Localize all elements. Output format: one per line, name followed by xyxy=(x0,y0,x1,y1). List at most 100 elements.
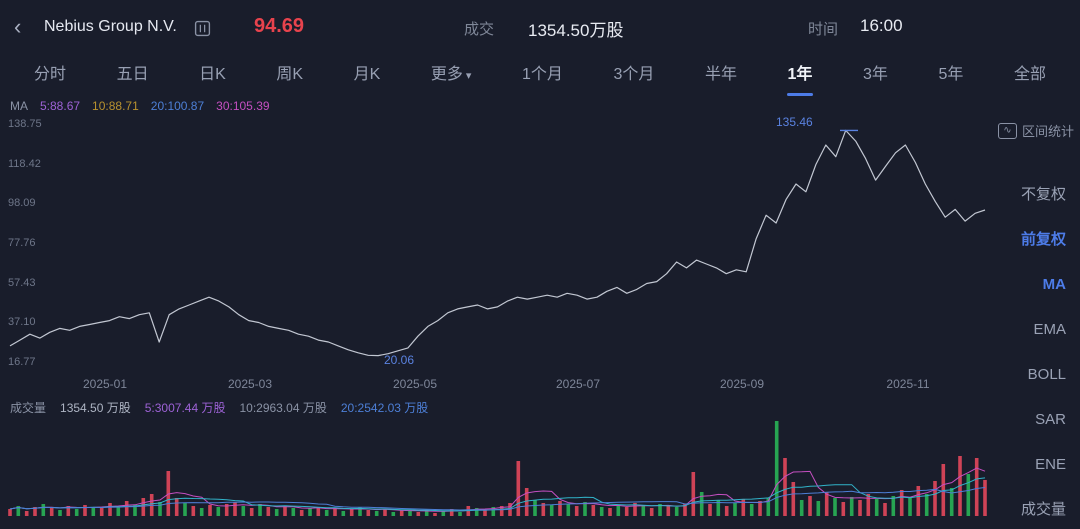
y-axis-label: 16.77 xyxy=(8,356,36,368)
volume-bar xyxy=(349,509,354,516)
volume-bar xyxy=(458,512,462,516)
volume-bar xyxy=(83,505,87,516)
volume-bar xyxy=(383,509,387,516)
sidebar-item-forward-adjust[interactable]: 前复权 xyxy=(1020,231,1066,248)
volume-bar xyxy=(241,506,246,516)
sidebar-item-ma[interactable]: MA xyxy=(1042,276,1066,293)
volume-bar xyxy=(174,498,179,516)
volume-bar xyxy=(108,503,112,516)
sidebar-item-ene[interactable]: ENE xyxy=(1035,456,1066,473)
range-statistics-icon: ∿ xyxy=(997,122,1017,139)
x-axis-label: 2025-03 xyxy=(227,377,273,391)
tab-more[interactable]: 更多 ▾ xyxy=(431,54,472,97)
sidebar-item-sar[interactable]: SAR xyxy=(1035,411,1066,428)
tab-minute[interactable]: 分时 xyxy=(34,66,67,83)
y-axis-label: 138.75 xyxy=(8,118,42,130)
ma10-value: 10:88.71 xyxy=(92,99,139,113)
volume-ma5-value: 5:3007.44 万股 xyxy=(144,401,226,415)
volume-chart[interactable] xyxy=(0,418,1080,529)
sidebar-item-ema[interactable]: EMA xyxy=(1033,321,1066,338)
ma30-value: 30:105.39 xyxy=(216,99,270,113)
tab-monthly-k[interactable]: 月K xyxy=(353,66,381,83)
volume-bar xyxy=(316,507,321,516)
volume-bar xyxy=(808,496,812,516)
x-axis-label: 2025-05 xyxy=(392,377,438,391)
tab-3month[interactable]: 3个月 xyxy=(613,66,655,83)
volume-bar xyxy=(558,501,562,516)
x-axis-label: 2025-01 xyxy=(82,377,128,391)
range-statistics-button[interactable]: ∿ 区间统计 xyxy=(997,121,1074,140)
tab-daily-k[interactable]: 日K xyxy=(199,66,226,83)
stock-title: Nebius Group N.V. xyxy=(44,18,177,35)
volume-bar xyxy=(833,498,837,516)
volume-bar xyxy=(183,503,187,516)
sidebar-item-no-adjust[interactable]: 不复权 xyxy=(1020,186,1066,203)
volume-bar xyxy=(699,492,704,516)
volume-bar xyxy=(516,461,521,516)
volume-bar xyxy=(841,502,846,516)
volume-bar xyxy=(424,510,429,516)
tab-5day[interactable]: 五日 xyxy=(116,66,149,83)
tab-all[interactable]: 全部 xyxy=(1013,66,1046,83)
tab-1year[interactable]: 1年 xyxy=(788,54,813,96)
volume-bar xyxy=(966,474,971,516)
volume-legend: 成交量 1354.50 万股 5:3007.44 万股 10:2963.04 万… xyxy=(10,399,428,416)
volume-bar xyxy=(908,498,912,516)
tab-3year[interactable]: 3年 xyxy=(863,66,888,83)
ma5-value: 5:88.67 xyxy=(40,99,81,113)
period-tabs: 分时 五日 日K 周K 月K 更多 ▾ 1个月 3个月 半年 1年 3年 5年 全… xyxy=(0,54,1080,96)
volume-bar xyxy=(133,505,137,516)
volume-bar xyxy=(33,507,37,516)
price-line xyxy=(9,129,986,357)
tab-more-label: 更多 xyxy=(430,65,463,83)
price-chart[interactable] xyxy=(0,118,1080,370)
volume-bar xyxy=(874,499,879,516)
volume-bar xyxy=(66,506,71,516)
volume-bar xyxy=(199,508,204,516)
volume-bar xyxy=(783,458,787,516)
volume-bar xyxy=(849,497,854,516)
volume-bar xyxy=(749,504,754,516)
turnover-value: 1354.50万股 xyxy=(528,21,624,40)
volume-bar xyxy=(816,501,821,516)
caret-down-icon: ▾ xyxy=(465,69,472,82)
indicator-sidebar: ∿ 区间统计 不复权 前复权 MA EMA BOLL SAR ENE 成交量 xyxy=(980,0,1080,529)
volume-bar xyxy=(91,507,96,516)
range-statistics-label: 区间统计 xyxy=(1021,124,1074,139)
tab-halfyear[interactable]: 半年 xyxy=(704,66,737,83)
volume-bar xyxy=(533,500,537,516)
ma-legend-title: MA xyxy=(10,99,28,113)
volume-bar xyxy=(333,508,337,516)
time-value: 16:00 xyxy=(860,16,903,35)
volume-bar xyxy=(116,507,121,516)
back-icon[interactable]: ‹ xyxy=(14,14,22,39)
volume-bar xyxy=(691,472,696,516)
volume-bar xyxy=(449,509,454,516)
volume-bar xyxy=(16,506,21,516)
volume-bar xyxy=(891,496,896,516)
tab-5year[interactable]: 5年 xyxy=(938,66,964,83)
volume-ma10-line xyxy=(9,477,986,512)
chart-layout-icon[interactable] xyxy=(194,20,211,37)
sidebar-item-volume[interactable]: 成交量 xyxy=(1020,501,1066,518)
volume-ma20-value: 20:2542.03 万股 xyxy=(340,401,429,415)
tab-1month[interactable]: 1个月 xyxy=(522,66,563,83)
volume-ma10-value: 10:2963.04 万股 xyxy=(239,401,327,415)
x-axis-label: 2025-09 xyxy=(719,377,765,391)
volume-bar xyxy=(574,506,579,516)
tab-weekly-k[interactable]: 周K xyxy=(276,66,304,83)
volume-bar xyxy=(608,508,612,516)
volume-bar xyxy=(624,507,629,516)
volume-bar xyxy=(741,499,746,516)
volume-bar xyxy=(916,486,921,516)
volume-bar xyxy=(233,502,237,516)
y-axis-label: 57.43 xyxy=(8,276,36,289)
volume-ma20-line xyxy=(9,487,986,511)
volume-bar xyxy=(683,504,687,516)
x-axis-label: 2025-07 xyxy=(555,377,601,391)
sidebar-item-boll[interactable]: BOLL xyxy=(1027,366,1066,383)
volume-bar xyxy=(391,512,396,516)
volume-ma5-line xyxy=(9,467,986,512)
volume-bar xyxy=(708,504,712,516)
